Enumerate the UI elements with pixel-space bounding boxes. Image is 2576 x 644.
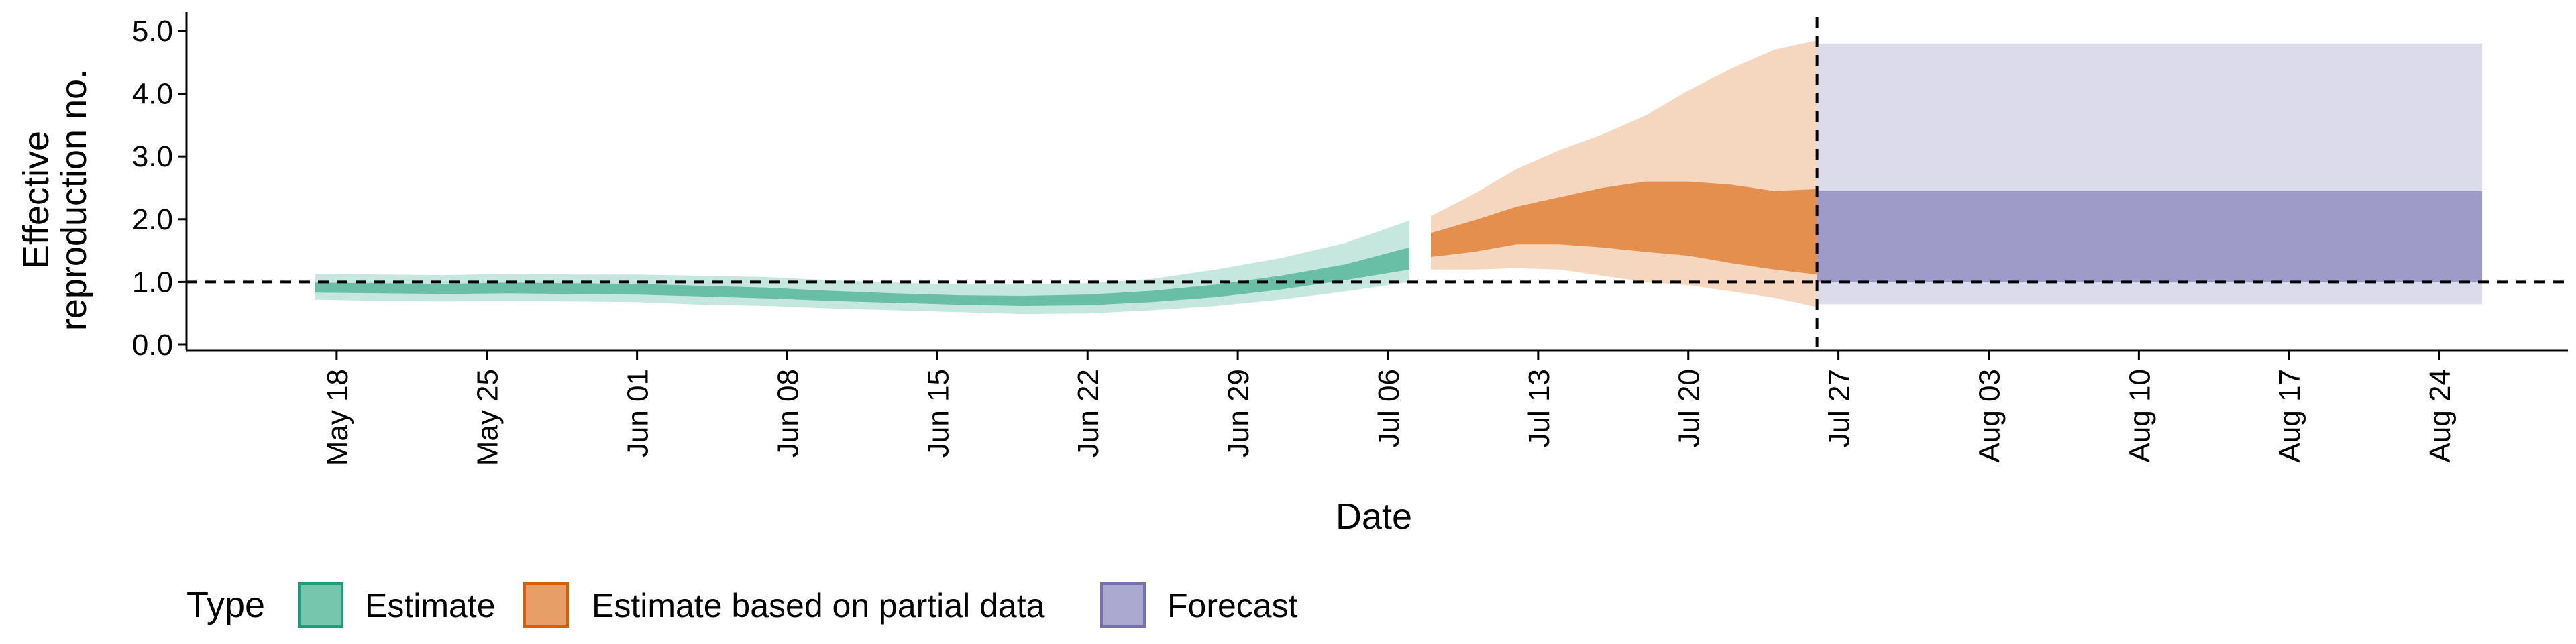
x-tick-label: Jun 15 (922, 369, 955, 458)
legend-label-forecast: Forecast (1167, 587, 1298, 625)
x-tick-label: Jun 01 (622, 369, 655, 458)
legend: Type Estimate Estimate based on partial da… (186, 582, 1298, 628)
x-tick-label: Jul 20 (1673, 369, 1706, 447)
y-tick-label: 5.0 (132, 15, 173, 48)
x-tick-label: Jul 13 (1523, 369, 1556, 447)
y-tick-label: 2.0 (132, 203, 173, 236)
x-tick-label: May 25 (472, 369, 504, 466)
y-axis-title: Effectivereproduction no. (16, 69, 94, 331)
legend-title: Type (186, 585, 265, 625)
x-tick-label: Aug 24 (2424, 369, 2457, 462)
y-tick-label: 0.0 (132, 329, 173, 362)
x-tick-label: May 18 (321, 369, 354, 466)
x-tick-label: Aug 03 (1973, 369, 2006, 462)
x-tick-label: Jun 29 (1222, 369, 1255, 458)
estimate-inner-band (315, 247, 1409, 306)
y-axis-title-line: reproduction no. (54, 69, 94, 331)
x-axis-title: Date (1336, 496, 1412, 537)
legend-label-estimate: Estimate (365, 587, 496, 625)
legend-label-estimate-based-on-partial-data: Estimate based on partial data (592, 587, 1045, 625)
x-tick-label: Jun 22 (1072, 369, 1105, 458)
y-tick-label: 4.0 (132, 78, 173, 111)
legend-key-estimate-based-on-partial-data (523, 582, 569, 628)
y-axis-title-line: Effective (16, 131, 56, 269)
x-tick-label: Aug 17 (2273, 369, 2306, 462)
estimate-based-on-partial-data-inner-band (1431, 181, 1817, 275)
x-tick-label: Jul 06 (1373, 369, 1405, 447)
x-tick-label: Aug 10 (2123, 369, 2156, 462)
legend-key-estimate (298, 582, 343, 628)
y-tick-label: 1.0 (132, 266, 173, 299)
reference-line-layer (186, 17, 2568, 350)
x-tick-label: Jul 27 (1823, 369, 1856, 447)
legend-key-forecast (1100, 582, 1146, 628)
y-tick-label: 3.0 (132, 140, 173, 173)
uncertainty-bands (315, 40, 2483, 315)
axes: 0.0 1.0 2.0 3.0 4.0 5.0 May 18 May 25 Jun 01 Jun … (16, 12, 2568, 537)
forecast-inner-band (1817, 191, 2483, 282)
x-tick-label: Jun 08 (771, 369, 804, 458)
